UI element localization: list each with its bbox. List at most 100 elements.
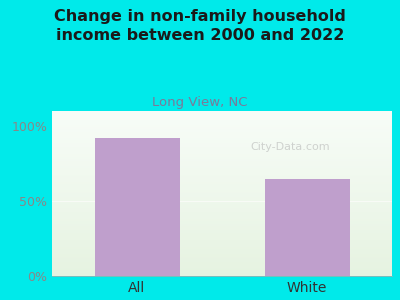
Text: City-Data.com: City-Data.com	[250, 142, 330, 152]
Text: Long View, NC: Long View, NC	[152, 96, 248, 109]
Bar	[52, 114, 392, 115]
Bar	[52, 242, 392, 243]
Bar	[52, 259, 392, 260]
Bar	[52, 240, 392, 241]
Bar	[52, 137, 392, 138]
Bar	[52, 126, 392, 127]
Bar	[52, 220, 392, 221]
Bar	[52, 273, 392, 274]
Bar	[52, 129, 392, 130]
Bar	[52, 176, 392, 177]
Bar	[52, 224, 392, 225]
Bar	[52, 238, 392, 239]
Bar	[52, 116, 392, 117]
Bar	[52, 130, 392, 131]
Bar	[52, 121, 392, 122]
Bar	[52, 131, 392, 132]
Bar	[52, 174, 392, 175]
Bar	[52, 266, 392, 267]
Bar	[52, 268, 392, 269]
Bar	[52, 213, 392, 214]
Bar	[52, 211, 392, 212]
Bar	[52, 120, 392, 121]
Bar	[52, 246, 392, 247]
Bar	[94, 138, 180, 276]
Bar	[52, 175, 392, 176]
Bar	[52, 133, 392, 134]
Bar	[52, 115, 392, 116]
Bar	[52, 162, 392, 163]
Bar	[52, 138, 392, 139]
Bar	[52, 180, 392, 181]
Bar	[52, 191, 392, 192]
Bar	[52, 264, 392, 265]
Bar	[52, 134, 392, 135]
Bar	[52, 233, 392, 234]
Bar	[52, 249, 392, 250]
Bar	[52, 177, 392, 178]
Bar	[52, 238, 392, 239]
Bar	[52, 144, 392, 145]
Bar	[52, 186, 392, 187]
Bar	[52, 173, 392, 174]
Bar	[52, 125, 392, 126]
Bar	[264, 178, 350, 276]
Bar	[52, 156, 392, 157]
Bar	[52, 231, 392, 232]
Bar	[52, 197, 392, 198]
Bar	[52, 227, 392, 228]
Bar	[52, 171, 392, 172]
Bar	[52, 199, 392, 200]
Bar	[52, 265, 392, 266]
Bar	[52, 274, 392, 275]
Bar	[52, 140, 392, 141]
Bar	[52, 165, 392, 166]
Bar	[52, 193, 392, 194]
Bar	[52, 123, 392, 124]
Bar	[52, 229, 392, 230]
Bar	[52, 181, 392, 182]
Bar	[52, 117, 392, 118]
Bar	[52, 136, 392, 137]
Bar	[52, 111, 392, 112]
Bar	[52, 212, 392, 213]
Bar	[52, 256, 392, 257]
Bar	[52, 184, 392, 185]
Bar	[52, 135, 392, 136]
Bar	[52, 260, 392, 261]
Bar	[52, 196, 392, 197]
Bar	[52, 169, 392, 170]
Bar	[52, 124, 392, 125]
Bar	[52, 226, 392, 227]
Bar	[52, 185, 392, 186]
Bar	[52, 263, 392, 264]
Bar	[52, 170, 392, 171]
Bar	[52, 146, 392, 147]
Bar	[52, 270, 392, 271]
Bar	[52, 178, 392, 179]
Bar	[52, 206, 392, 207]
Bar	[52, 142, 392, 143]
Bar	[52, 161, 392, 162]
Bar	[52, 223, 392, 224]
Bar	[52, 230, 392, 231]
Bar	[52, 207, 392, 208]
Bar	[52, 241, 392, 242]
Bar	[52, 244, 392, 245]
Bar	[52, 122, 392, 123]
Bar	[52, 254, 392, 255]
Bar	[52, 194, 392, 195]
Bar	[52, 214, 392, 215]
Bar	[52, 216, 392, 217]
Bar	[52, 182, 392, 183]
Bar	[52, 219, 392, 220]
Bar	[52, 222, 392, 223]
Bar	[52, 232, 392, 233]
Bar	[52, 149, 392, 150]
Text: Change in non-family household
income between 2000 and 2022: Change in non-family household income be…	[54, 9, 346, 43]
Bar	[52, 164, 392, 165]
Bar	[52, 269, 392, 270]
Bar	[52, 113, 392, 114]
Bar	[52, 239, 392, 240]
Bar	[52, 189, 392, 190]
